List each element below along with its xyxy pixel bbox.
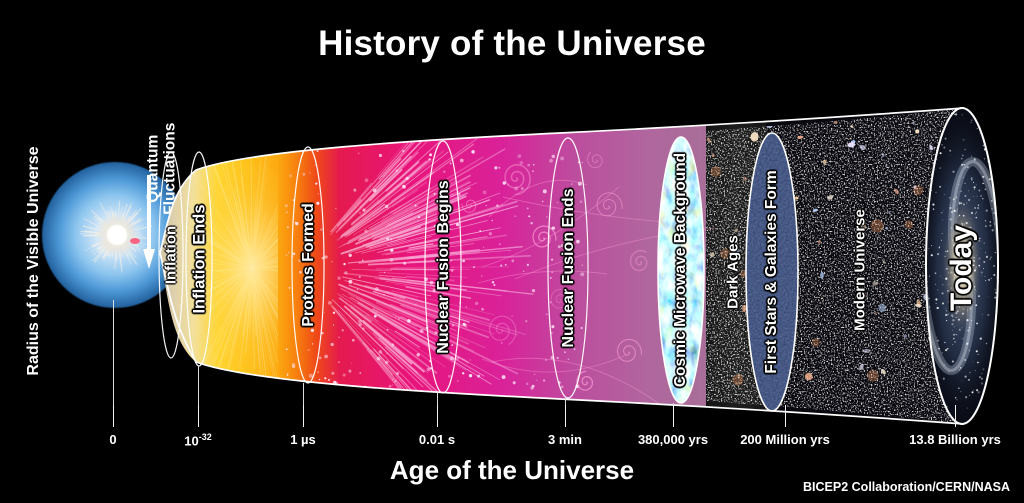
dropline-4 [565,398,566,408]
cone-top-edge [159,107,965,254]
tick-mark-0 [113,405,114,427]
cmb-ellipse [657,136,705,404]
particle-tracks [461,151,716,406]
dropline-3 [437,392,438,408]
tick-label-7: 13.8 Billion yrs [909,432,1001,447]
page-title: History of the Universe [318,24,706,63]
particle-streaks [329,108,534,424]
sparkle-dots [284,149,585,390]
x-axis-title: Age of the Universe [389,455,635,485]
tick-label-1: 10-32 [184,432,212,449]
big-bang-burst-icon [78,196,156,274]
dropline-1 [198,366,199,408]
quantum-fluctuations-arrow-icon [143,175,155,269]
tick-mark-2 [303,405,304,427]
band-protons [278,108,340,424]
cone-bottom-edge [159,252,965,425]
tick-mark-3 [437,405,438,427]
tick-mark-6 [785,405,786,427]
first-stars-ellipse [745,132,799,412]
tick-label-2: 1 µs [290,432,316,447]
tick-label-0: 0 [109,432,117,447]
dropline-0 [113,300,114,408]
tick-mark-4 [565,405,566,427]
tick-mark-5 [673,405,674,427]
tick-label-3: 0.01 s [418,432,456,447]
tick-label-4: 3 min [548,432,582,447]
band-fusion [338,108,574,424]
dropline-2 [303,383,304,408]
tick-mark-7 [955,405,956,427]
tick-mark-1 [198,405,199,427]
cone-body [160,108,964,424]
credit-label: BICEP2 Collaboration/CERN/NASA [803,480,1010,494]
tick-label-5: 380,000 yrs [637,432,709,447]
tick-label-6: 200 Million yrs [740,432,830,447]
y-axis-title: Radius of the Visible Universe [25,146,42,376]
